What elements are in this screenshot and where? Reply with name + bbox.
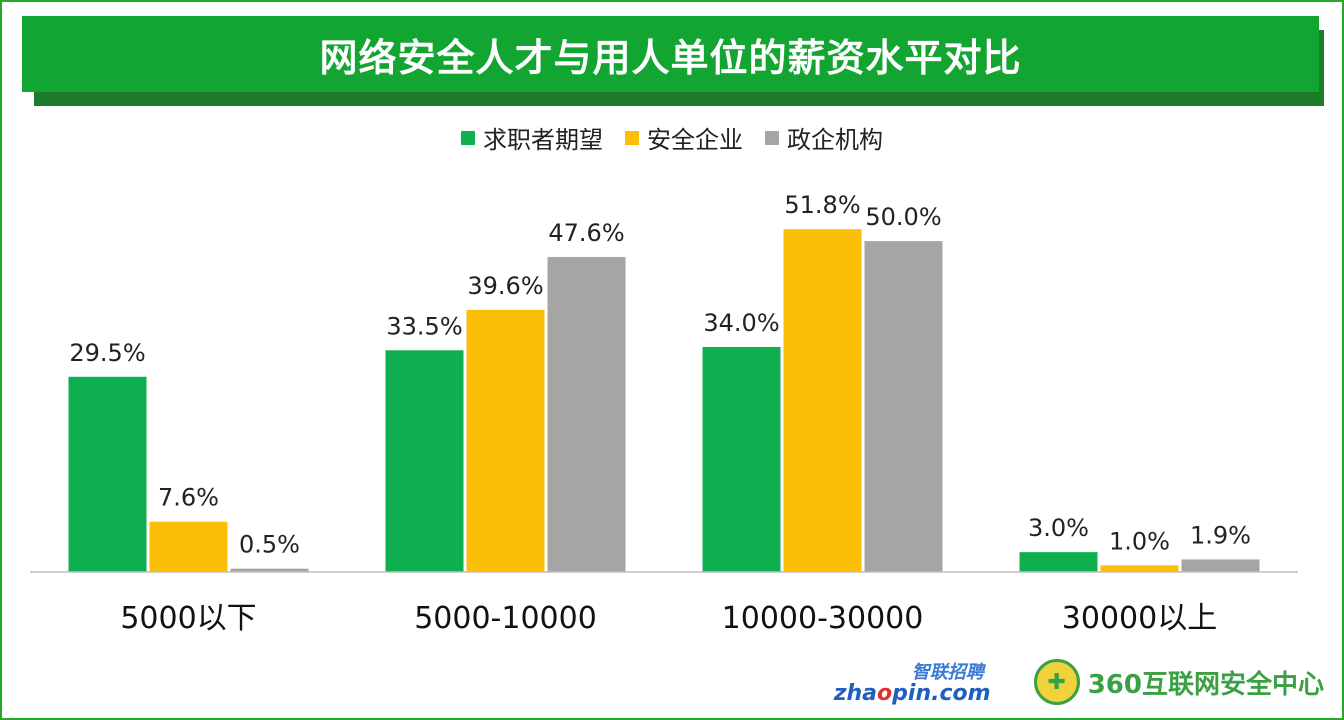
legend-label-2: 政企机构: [787, 126, 883, 154]
data-label-0-2: 0.5%: [239, 531, 300, 559]
legend-item-1: 安全企业: [625, 120, 743, 155]
legend-swatch-1: [625, 130, 639, 145]
bar-1-0: [385, 350, 464, 572]
legend-label-0: 求职者期望: [483, 126, 603, 154]
chart-legend: 求职者期望 安全企业 政企机构: [0, 120, 1344, 155]
bar-0-1: [149, 521, 228, 572]
data-label-3-1: 1.0%: [1109, 527, 1170, 555]
bar-3-1: [1100, 565, 1179, 572]
data-label-3-2: 1.9%: [1190, 521, 1251, 549]
zhaopin-logo-en: zhaopin.com: [833, 681, 991, 706]
bar-3-2: [1181, 559, 1260, 572]
legend-swatch-0: [461, 130, 475, 145]
title-bar: 网络安全人才与用人单位的薪资水平对比: [22, 16, 1319, 92]
x-tick-label-3: 30000以上: [1062, 601, 1217, 636]
legend-item-0: 求职者期望: [461, 120, 603, 155]
security-badge-icon: ✚: [1033, 659, 1080, 705]
zhaopin-logo-cn: 智联招聘: [911, 662, 984, 683]
data-label-1-2: 47.6%: [548, 219, 624, 247]
bar-1-1: [466, 309, 545, 572]
data-label-0-1: 7.6%: [158, 484, 219, 512]
bar-2-2: [864, 241, 943, 572]
data-label-3-0: 3.0%: [1028, 514, 1089, 542]
bar-3-0: [1019, 552, 1098, 572]
data-label-1-1: 39.6%: [467, 272, 543, 300]
data-label-2-2: 50.0%: [865, 203, 941, 231]
zhaopin-logo: 智联招聘 zhaopin.com: [834, 658, 991, 706]
legend-item-2: 政企机构: [765, 120, 883, 155]
security-center-logo: ✚ 360互联网安全中心: [1033, 659, 1324, 705]
chart-title: 网络安全人才与用人单位的薪资水平对比: [319, 35, 1022, 80]
security-center-text: 360互联网安全中心: [1087, 669, 1324, 700]
data-label-2-1: 51.8%: [784, 191, 860, 219]
bar-0-2: [230, 568, 309, 572]
data-label-2-0: 34.0%: [703, 309, 779, 337]
legend-swatch-2: [765, 130, 779, 145]
x-tick-label-0: 5000以下: [120, 601, 256, 636]
x-tick-label-1: 5000-10000: [414, 601, 597, 636]
data-label-1-0: 33.5%: [386, 312, 462, 340]
bar-0-0: [68, 376, 147, 572]
data-label-0-0: 29.5%: [69, 339, 145, 367]
legend-label-1: 安全企业: [647, 126, 743, 154]
bar-2-0: [702, 346, 781, 572]
bar-2-1: [783, 229, 862, 573]
x-tick-label-2: 10000-30000: [722, 601, 924, 636]
logo-area: 智联招聘 zhaopin.com ✚ 360互联网安全中心: [834, 658, 1324, 706]
bar-1-2: [547, 256, 626, 572]
